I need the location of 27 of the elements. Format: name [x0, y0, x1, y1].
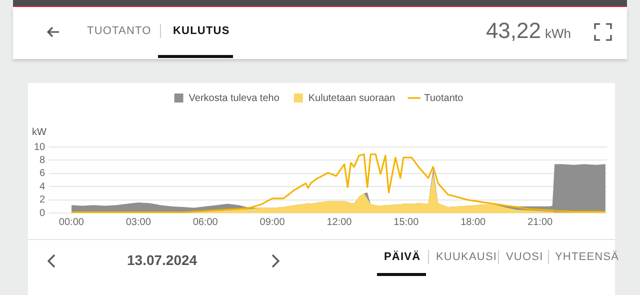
x-tick-label: 00:00	[58, 216, 84, 228]
legend-label: Tuotanto	[424, 92, 464, 104]
legend-label: Kulutetaan suoraan	[308, 92, 396, 104]
x-tick-label: 03:00	[126, 216, 152, 228]
x-tick-label: 18:00	[460, 216, 486, 228]
x-tick-label: 21:00	[528, 216, 553, 228]
y-axis-title: kW	[32, 126, 47, 138]
text: kWh	[545, 26, 571, 41]
legend-label: Verkosta tuleva teho	[188, 92, 280, 104]
text: YHTEENSÄ	[555, 251, 620, 263]
text: TUOTANTO	[87, 25, 152, 37]
text: PÄIVÄ	[384, 251, 421, 263]
x-tick-label: 15:00	[394, 216, 420, 228]
y-tick-label: 8	[40, 154, 46, 166]
y-tick-label: 10	[34, 142, 46, 153]
text: 13.07.2024	[127, 252, 198, 268]
text: KULUTUS	[173, 25, 230, 37]
text: 43,22	[486, 18, 541, 44]
x-tick-label: 12:00	[326, 216, 352, 228]
text: VUOSI	[506, 251, 544, 263]
y-tick-label: 4	[40, 181, 46, 192]
x-tick-label: 06:00	[192, 216, 218, 228]
x-tick-label: 09:00	[260, 216, 286, 228]
y-tick-label: 2	[40, 194, 46, 206]
text: KUUKAUSI	[436, 251, 498, 263]
y-tick-label: 0	[40, 208, 46, 219]
y-tick-label: 6	[40, 168, 46, 180]
